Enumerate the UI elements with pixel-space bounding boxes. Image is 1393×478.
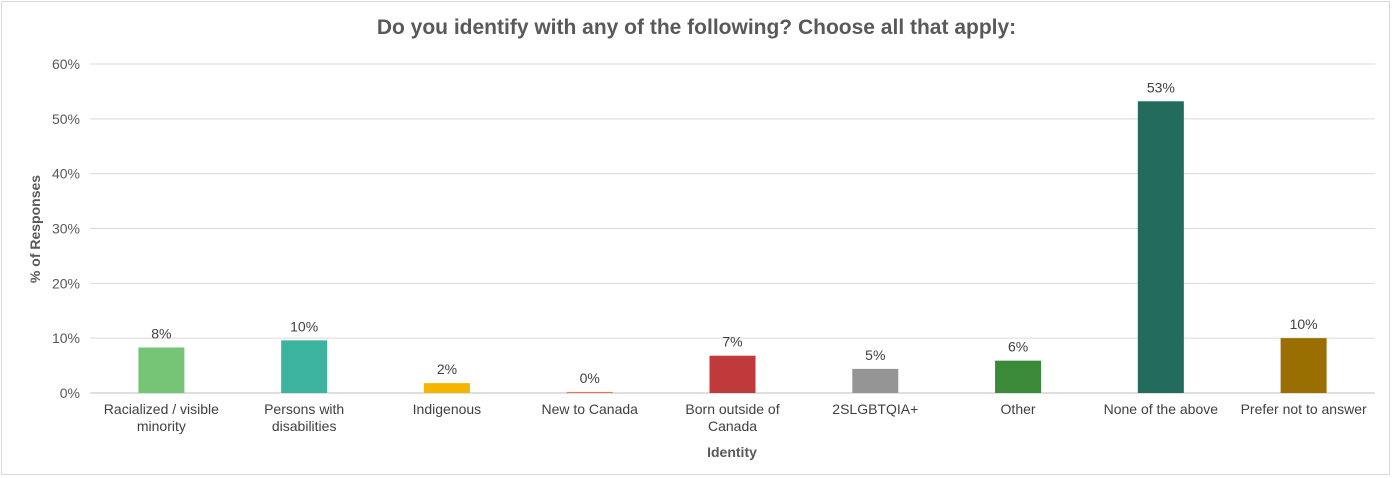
y-tick-label: 10% [52,330,80,346]
chart-title: Do you identify with any of the followin… [376,16,1017,39]
y-tick-label: 40% [52,166,80,182]
x-tick-label: Canada [708,418,757,434]
data-label: 7% [722,334,742,350]
x-tick-label: Indigenous [413,401,482,417]
data-label: 8% [151,325,171,341]
y-tick-label: 20% [52,275,80,291]
bar [138,347,185,393]
x-tick-label: 2SLGBTQIA+ [832,401,918,417]
x-tick-label: minority [137,418,186,434]
bar [281,340,328,393]
x-tick-label: None of the above [1104,401,1219,417]
bars [138,101,1327,393]
x-tick-label: Born outside of [685,401,779,417]
bar [566,391,613,393]
y-tick-label: 30% [52,221,80,237]
bar [1137,101,1184,393]
data-label: 6% [1008,339,1028,355]
y-tick-label: 50% [52,111,80,127]
x-tick-label: New to Canada [541,401,638,417]
x-axis-label: Identity [707,444,757,460]
bar [1280,338,1327,393]
data-label: 53% [1147,79,1175,95]
data-label: 5% [865,347,885,363]
y-axis-label: % of Responses [27,175,43,283]
x-tick-label: Racialized / visible [104,401,219,417]
data-label: 10% [1290,316,1318,332]
bar [709,355,756,393]
data-label: 10% [290,318,318,334]
data-label: 2% [437,361,457,377]
bar [852,368,899,393]
y-tick-label: 60% [52,56,80,72]
data-label: 0% [580,370,600,386]
x-tick-label: disabilities [272,418,337,434]
bar [995,360,1042,393]
x-tick-label: Other [1001,401,1036,417]
x-tick-label: Prefer not to answer [1241,401,1367,417]
y-tick-label: 0% [60,385,80,401]
bar [423,383,470,393]
x-tick-label: Persons with [264,401,344,417]
